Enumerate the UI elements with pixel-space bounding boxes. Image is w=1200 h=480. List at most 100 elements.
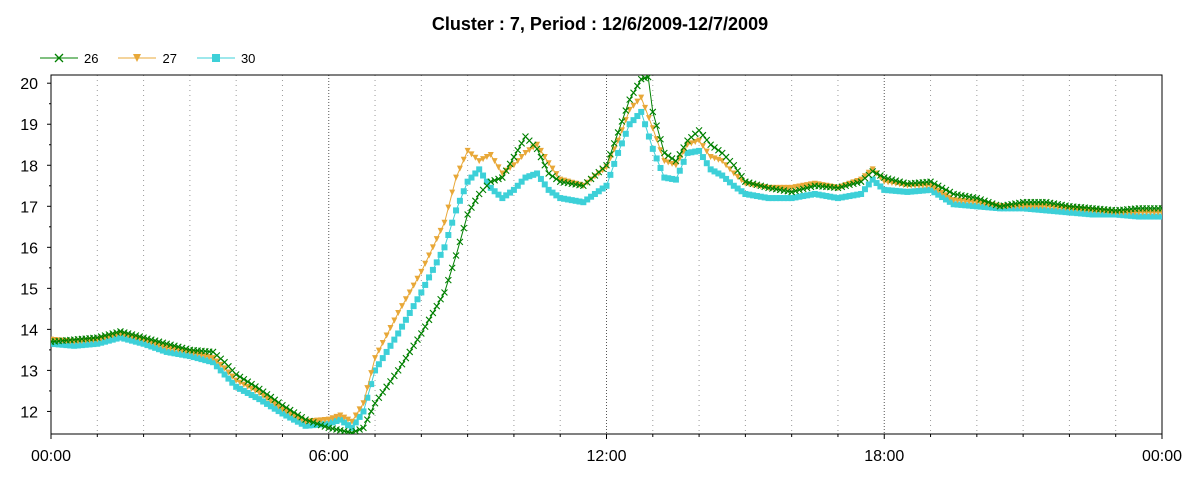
data-point-27 <box>939 189 946 196</box>
data-point-30 <box>194 355 201 362</box>
y-tick-label: 15 <box>20 281 38 298</box>
data-point-27 <box>545 160 552 167</box>
data-point-26 <box>630 89 637 97</box>
data-point-30 <box>626 121 633 128</box>
data-point-27 <box>599 167 606 174</box>
data-point-27 <box>364 385 371 392</box>
data-point-30 <box>796 193 803 200</box>
data-point-26 <box>178 344 186 352</box>
data-point-26 <box>931 180 938 188</box>
data-point-30 <box>433 259 440 266</box>
data-point-30 <box>753 193 760 200</box>
data-point-27 <box>846 180 853 187</box>
data-point-26 <box>109 330 117 337</box>
data-point-30 <box>634 113 641 120</box>
data-point-26 <box>101 332 109 339</box>
data-point-26 <box>375 394 383 402</box>
data-point-30 <box>757 193 764 200</box>
data-point-30 <box>699 154 706 161</box>
data-point-26 <box>321 423 329 430</box>
data-point-30 <box>977 203 984 210</box>
data-point-26 <box>649 108 657 116</box>
x-tick-label: 06:00 <box>309 448 349 465</box>
data-point-30 <box>78 342 85 349</box>
legend-marker-square-icon <box>196 54 235 62</box>
data-point-26 <box>441 289 448 296</box>
data-point-27 <box>445 204 452 211</box>
data-point-26 <box>981 197 988 205</box>
data-point-26 <box>433 302 441 310</box>
data-point-26 <box>549 172 556 180</box>
data-point-30 <box>1124 212 1131 219</box>
data-point-30 <box>329 419 336 426</box>
data-point-30 <box>854 191 861 198</box>
data-point-26 <box>275 399 282 406</box>
data-point-30 <box>1159 213 1162 220</box>
data-point-26 <box>398 360 406 368</box>
data-point-30 <box>723 175 730 182</box>
data-point-26 <box>799 185 807 193</box>
data-point-30 <box>279 410 286 417</box>
data-point-26 <box>309 418 317 426</box>
data-point-30 <box>156 346 163 353</box>
data-point-30 <box>526 173 533 180</box>
data-point-26 <box>753 181 761 189</box>
data-point-30 <box>453 207 460 214</box>
data-point-30 <box>734 185 741 192</box>
data-point-30 <box>823 193 830 200</box>
data-point-30 <box>198 356 205 363</box>
data-point-30 <box>341 419 348 426</box>
data-point-30 <box>580 199 587 206</box>
data-point-30 <box>638 108 645 115</box>
data-point-30 <box>1131 213 1138 220</box>
data-point-30 <box>742 190 749 197</box>
data-point-26 <box>788 188 796 196</box>
data-point-26 <box>992 201 1000 209</box>
data-point-30 <box>838 194 845 201</box>
data-point-27 <box>537 147 544 154</box>
data-point-26 <box>421 323 429 331</box>
data-point-26 <box>644 75 652 81</box>
data-point-30 <box>460 188 467 195</box>
data-point-30 <box>811 190 818 197</box>
data-point-27 <box>476 158 483 165</box>
data-point-26 <box>657 135 664 143</box>
data-point-30 <box>645 133 652 140</box>
data-point-27 <box>904 182 911 189</box>
data-point-26 <box>853 179 861 187</box>
series-line-26 <box>51 76 1162 434</box>
data-point-27 <box>931 185 938 192</box>
data-point-26 <box>279 401 286 409</box>
data-point-27 <box>553 171 560 178</box>
data-point-30 <box>769 195 776 202</box>
data-point-26 <box>402 354 410 362</box>
data-point-30 <box>337 416 344 423</box>
data-point-30 <box>306 422 313 429</box>
data-point-26 <box>356 426 363 433</box>
data-point-30 <box>966 202 973 209</box>
data-point-30 <box>152 344 159 351</box>
data-point-27 <box>472 154 479 161</box>
legend-marker-triangle-icon <box>118 54 157 62</box>
data-point-27 <box>480 156 487 163</box>
data-point-30 <box>530 171 537 178</box>
data-point-27 <box>252 387 259 394</box>
data-point-30 <box>784 195 791 202</box>
data-point-27 <box>387 325 394 332</box>
data-point-30 <box>908 188 915 195</box>
data-point-30 <box>314 421 321 428</box>
data-point-30 <box>541 181 548 188</box>
data-point-30 <box>499 195 506 202</box>
data-point-26 <box>988 200 996 207</box>
data-point-30 <box>372 367 379 374</box>
data-point-26 <box>610 139 618 147</box>
data-point-26 <box>437 295 445 303</box>
data-point-30 <box>387 342 394 349</box>
data-point-27 <box>804 182 811 189</box>
data-point-26 <box>429 309 437 317</box>
legend: 26 27 30 <box>40 49 275 67</box>
data-point-26 <box>510 153 518 161</box>
data-point-26 <box>155 338 163 346</box>
data-point-26 <box>298 413 306 421</box>
data-point-26 <box>460 224 468 232</box>
